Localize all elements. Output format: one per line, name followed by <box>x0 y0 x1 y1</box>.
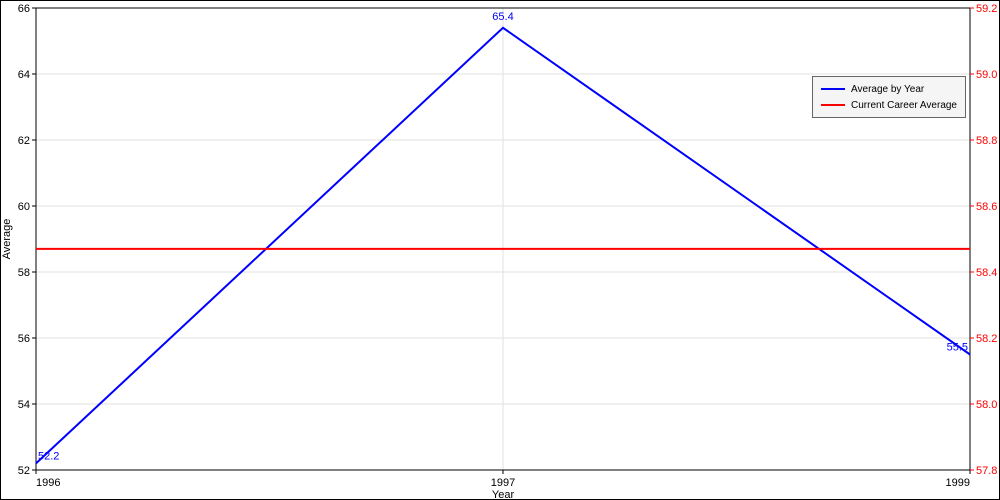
y-right-tick-label: 59.0 <box>976 69 997 81</box>
y-right-tick-label: 58.4 <box>976 267 997 279</box>
y-left-axis-label: Average <box>1 219 13 260</box>
legend-label: Average by Year <box>851 84 924 95</box>
legend: Average by Year Current Career Average <box>812 76 966 118</box>
point-label: 65.4 <box>492 11 513 23</box>
point-label: 55.5 <box>947 342 968 354</box>
y-left-tick-label: 66 <box>18 3 30 15</box>
y-left-tick-label: 60 <box>18 201 30 213</box>
x-axis-label: Year <box>492 489 515 500</box>
legend-swatch <box>821 88 845 90</box>
y-right-tick-label: 57.8 <box>976 465 997 477</box>
y-left-tick-label: 58 <box>18 267 30 279</box>
y-right-tick-label: 58.6 <box>976 201 997 213</box>
y-right-tick-label: 59.2 <box>976 3 997 15</box>
y-left-tick-label: 52 <box>18 465 30 477</box>
x-tick-label: 1996 <box>36 477 60 489</box>
y-left-tick-label: 54 <box>18 399 30 411</box>
dual-axis-line-chart: 52 54 56 58 60 62 64 66 Average 57.8 58.0 58.2 58.4 5… <box>0 0 1000 500</box>
y-left-tick-label: 62 <box>18 135 30 147</box>
legend-item: Current Career Average <box>821 97 957 113</box>
legend-item: Average by Year <box>821 81 957 97</box>
point-label: 52.2 <box>38 450 59 462</box>
legend-label: Current Career Average <box>851 100 957 111</box>
x-tick-label: 1999 <box>946 477 970 489</box>
chart-svg: 52 54 56 58 60 62 64 66 Average 57.8 58.0 58.2 58.4 5… <box>0 0 1000 500</box>
y-right-tick-label: 58.8 <box>976 135 997 147</box>
y-left-tick-label: 64 <box>18 69 30 81</box>
y-right-tick-label: 58.2 <box>976 333 997 345</box>
x-tick-label: 1997 <box>491 477 515 489</box>
y-right-tick-label: 58.0 <box>976 399 997 411</box>
y-left-tick-label: 56 <box>18 333 30 345</box>
legend-swatch <box>821 104 845 106</box>
